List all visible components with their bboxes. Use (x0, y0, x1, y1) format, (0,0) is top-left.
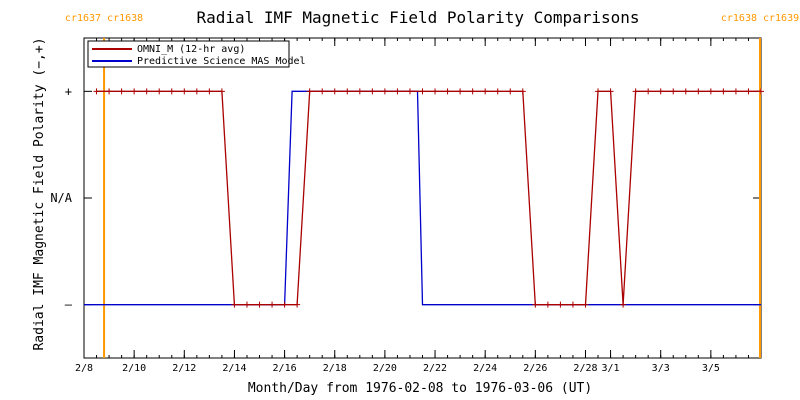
data-point-marker (143, 88, 150, 95)
data-point-marker (231, 301, 238, 308)
carrington-label-left: cr1638 (721, 13, 757, 24)
data-point-marker (93, 88, 100, 95)
data-point-marker (218, 88, 225, 95)
data-point-marker (331, 88, 338, 95)
data-point-marker (181, 88, 188, 95)
data-point-marker (406, 88, 413, 95)
data-point-marker (494, 88, 501, 95)
data-point-marker (394, 88, 401, 95)
data-point-marker (281, 301, 288, 308)
x-tick-label: 2/22 (423, 363, 447, 374)
data-point-marker (243, 301, 250, 308)
carrington-label-right: cr1639 (763, 13, 799, 24)
data-point-marker (519, 88, 526, 95)
x-tick-label: 3/3 (652, 363, 670, 374)
x-tick-label: 2/14 (222, 363, 246, 374)
data-point-marker (620, 301, 627, 308)
data-point-marker (469, 88, 476, 95)
data-point-marker (732, 88, 739, 95)
legend-box (87, 40, 290, 68)
legend-label-omni: OMNI_M (12-hr avg) (137, 44, 245, 55)
carrington-label-right: cr1638 (107, 13, 143, 24)
carrington-label-left: cr1637 (65, 13, 101, 24)
y-axis-ticks: + N/A – (50, 84, 761, 312)
x-tick-label: 2/28 (573, 363, 597, 374)
x-tick-label: 3/5 (702, 363, 720, 374)
legend-label-mas: Predictive Science MAS Model (137, 56, 306, 67)
data-point-marker (569, 301, 576, 308)
data-point-marker (106, 88, 113, 95)
y-tick-label: + (65, 84, 72, 98)
data-point-marker (657, 88, 664, 95)
data-point-marker (645, 88, 652, 95)
data-point-marker (670, 88, 677, 95)
x-tick-label: 3/1 (602, 363, 620, 374)
data-point-marker (707, 88, 714, 95)
data-point-marker (356, 88, 363, 95)
x-tick-label: 2/26 (523, 363, 547, 374)
data-point-marker (632, 88, 639, 95)
data-point-marker (758, 88, 764, 95)
series-line-omni (96, 90, 761, 306)
x-tick-label: 2/24 (473, 363, 497, 374)
data-point-marker (695, 88, 702, 95)
data-point-marker (432, 88, 439, 95)
data-point-marker (294, 301, 301, 308)
data-point-marker (607, 88, 614, 95)
data-point-marker (306, 88, 313, 95)
data-point-marker (595, 88, 602, 95)
data-point-marker (419, 88, 426, 95)
data-point-marker (544, 301, 551, 308)
data-point-marker (457, 88, 464, 95)
x-tick-label: 2/12 (172, 363, 196, 374)
carrington-labels: cr1637 cr1638 cr1638 cr1639 (65, 13, 799, 24)
carrington-rotation-lines (103, 38, 761, 358)
series-line-mas (84, 90, 761, 306)
series-layer (84, 88, 764, 308)
legend: OMNI_M (12-hr avg) Predictive Science MA… (87, 40, 306, 68)
data-point-marker (269, 301, 276, 308)
x-axis-ticks: 2/8 2/10 2/12 2/14 2/16 2/18 2/20 2/22 2/24 2/26 2… (75, 38, 762, 374)
data-point-marker (745, 88, 752, 95)
data-point-marker (482, 88, 489, 95)
plot-frame (83, 37, 762, 359)
x-tick-label: 2/10 (122, 363, 146, 374)
data-point-marker (256, 301, 263, 308)
x-tick-label: 2/8 (75, 363, 93, 374)
data-point-marker (168, 88, 175, 95)
x-axis-label: Month/Day from 1976-02-08 to 1976-03-06 … (248, 381, 592, 396)
y-tick-label: N/A (50, 191, 72, 205)
data-point-marker (118, 88, 125, 95)
data-point-marker (582, 301, 589, 308)
y-tick-label: – (65, 298, 73, 312)
data-point-marker (319, 88, 326, 95)
data-point-marker (507, 88, 514, 95)
data-point-marker (344, 88, 351, 95)
data-point-marker (369, 88, 376, 95)
x-tick-label: 2/16 (273, 363, 297, 374)
x-tick-label: 2/18 (323, 363, 347, 374)
data-point-marker (206, 88, 213, 95)
data-point-marker (193, 88, 200, 95)
data-point-marker (720, 88, 727, 95)
data-point-marker (381, 88, 388, 95)
chart-title: Radial IMF Magnetic Field Polarity Compa… (196, 8, 639, 27)
x-tick-label: 2/20 (373, 363, 397, 374)
y-axis-label: Radial IMF Magnetic Field Polarity (−,+) (32, 37, 47, 350)
data-point-marker (156, 88, 163, 95)
data-point-marker (444, 88, 451, 95)
data-point-marker (532, 301, 539, 308)
data-point-marker (131, 88, 138, 95)
data-point-marker (557, 301, 564, 308)
data-point-marker (682, 88, 689, 95)
